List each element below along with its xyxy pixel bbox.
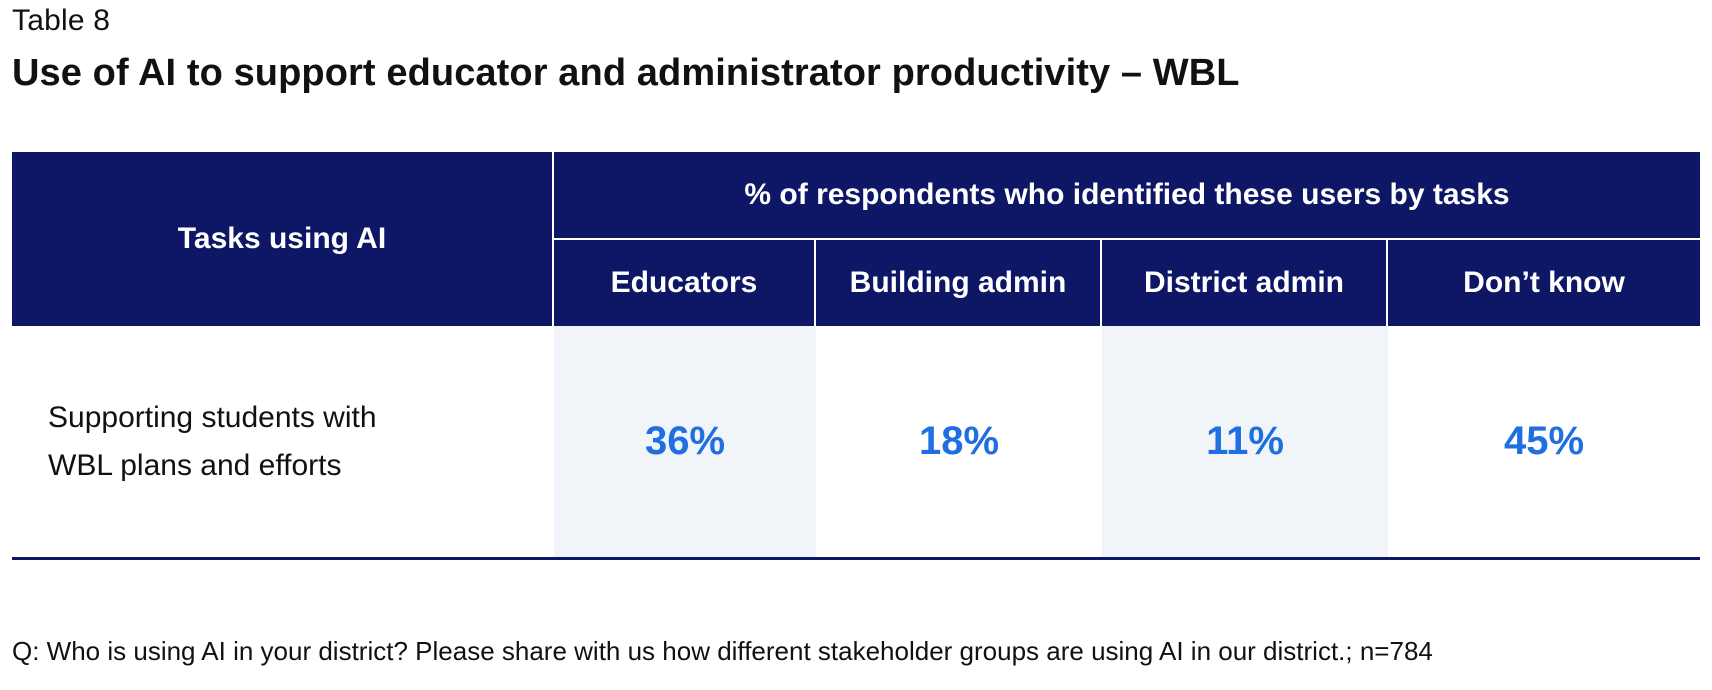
table-bottom-rule <box>12 557 1700 560</box>
table-number-label: Table 8 <box>12 4 111 37</box>
value-dont-know: 45% <box>1503 419 1585 463</box>
value-cell-educators: 36% <box>554 326 816 557</box>
data-table: Tasks using AI % of respondents who iden… <box>12 152 1700 560</box>
value-cell-dont-know: 45% <box>1388 326 1700 557</box>
row-label-cell: Supporting students with WBL plans and e… <box>12 326 552 557</box>
value-cell-building-admin: 18% <box>816 326 1102 557</box>
value-cell-district-admin: 11% <box>1102 326 1388 557</box>
row-label-line: Supporting students with <box>48 400 377 434</box>
row-header-cell: Tasks using AI <box>12 152 552 326</box>
survey-question-footnote: Q: Who is using AI in your district? Ple… <box>12 636 1433 666</box>
column-header-district-admin: District admin <box>1102 240 1386 326</box>
value-district-admin: 11% <box>1206 419 1284 463</box>
column-header-educators: Educators <box>554 240 814 326</box>
column-header-building-admin: Building admin <box>816 240 1100 326</box>
row-label-line: WBL plans and efforts <box>48 448 342 482</box>
table-title: Use of AI to support educator and admini… <box>12 52 1240 94</box>
value-building-admin: 18% <box>918 419 1000 463</box>
value-educators: 36% <box>644 419 726 463</box>
column-header-dont-know: Don’t know <box>1388 240 1700 326</box>
group-header-cell: % of respondents who identified these us… <box>554 152 1700 238</box>
